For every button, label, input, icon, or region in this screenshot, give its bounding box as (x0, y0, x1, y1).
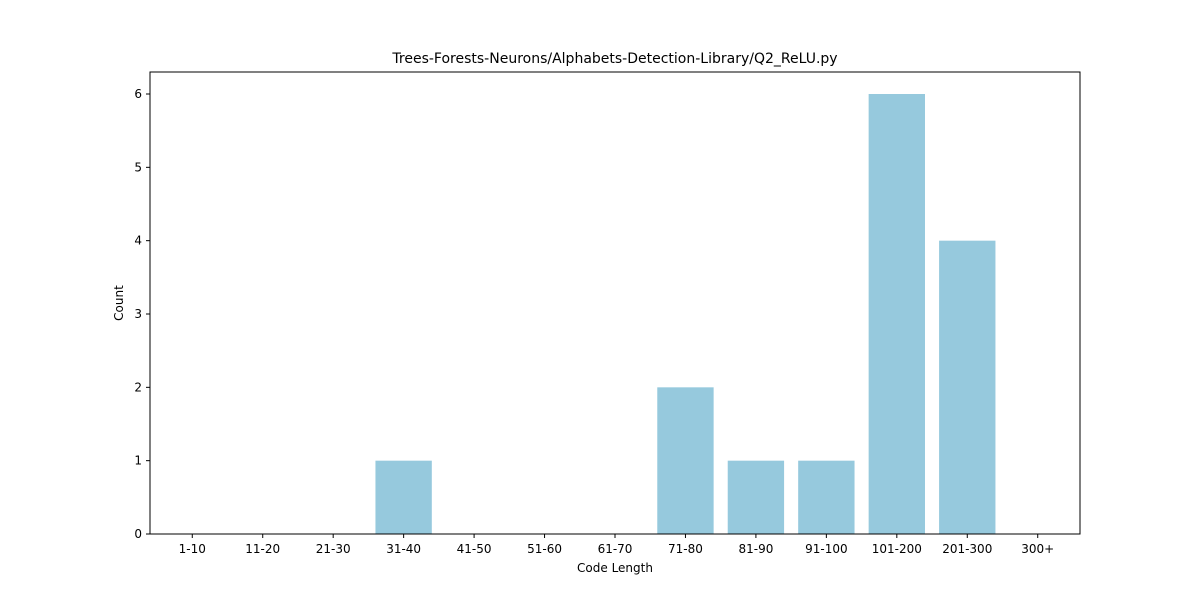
x-tick-label: 81-90 (738, 542, 773, 556)
x-tick-label: 31-40 (386, 542, 421, 556)
x-tick-label: 300+ (1021, 542, 1054, 556)
x-tick-label: 41-50 (457, 542, 492, 556)
bar-101-200 (868, 94, 925, 534)
x-tick-label: 101-200 (872, 542, 922, 556)
x-tick-label: 21-30 (316, 542, 351, 556)
x-tick-label: 201-300 (942, 542, 992, 556)
y-tick-label: 4 (134, 234, 142, 248)
x-tick-label: 91-100 (805, 542, 848, 556)
x-tick-label: 71-80 (668, 542, 703, 556)
x-tick-label: 11-20 (245, 542, 280, 556)
y-axis-ticks: 0 1 2 3 4 5 6 (134, 87, 150, 541)
y-axis-label: Count (112, 285, 126, 321)
y-tick-label: 6 (134, 87, 142, 101)
bar-81-90 (727, 460, 785, 534)
bar-91-100 (798, 460, 855, 534)
bar-31-40 (375, 460, 432, 534)
x-tick-label: 51-60 (527, 542, 562, 556)
bar-71-80 (657, 387, 714, 534)
plot-frame (149, 71, 1081, 535)
y-tick-label: 1 (134, 454, 142, 468)
y-tick-label: 3 (134, 307, 142, 321)
chart-title: Trees-Forests-Neurons/Alphabets-Detectio… (391, 51, 837, 67)
x-tick-label: 61-70 (598, 542, 633, 556)
y-tick-label: 2 (134, 380, 142, 394)
bars-layer (375, 94, 996, 535)
x-tick-label: 1-10 (179, 542, 206, 556)
x-axis-label: Code Length (577, 561, 653, 575)
x-axis-ticks: 1-10 11-20 21-30 31-40 41-50 51-60 61-70 71-80 8… (179, 534, 1054, 556)
y-tick-label: 0 (134, 527, 142, 541)
bar-201-300 (939, 240, 996, 535)
y-tick-label: 5 (134, 160, 142, 174)
